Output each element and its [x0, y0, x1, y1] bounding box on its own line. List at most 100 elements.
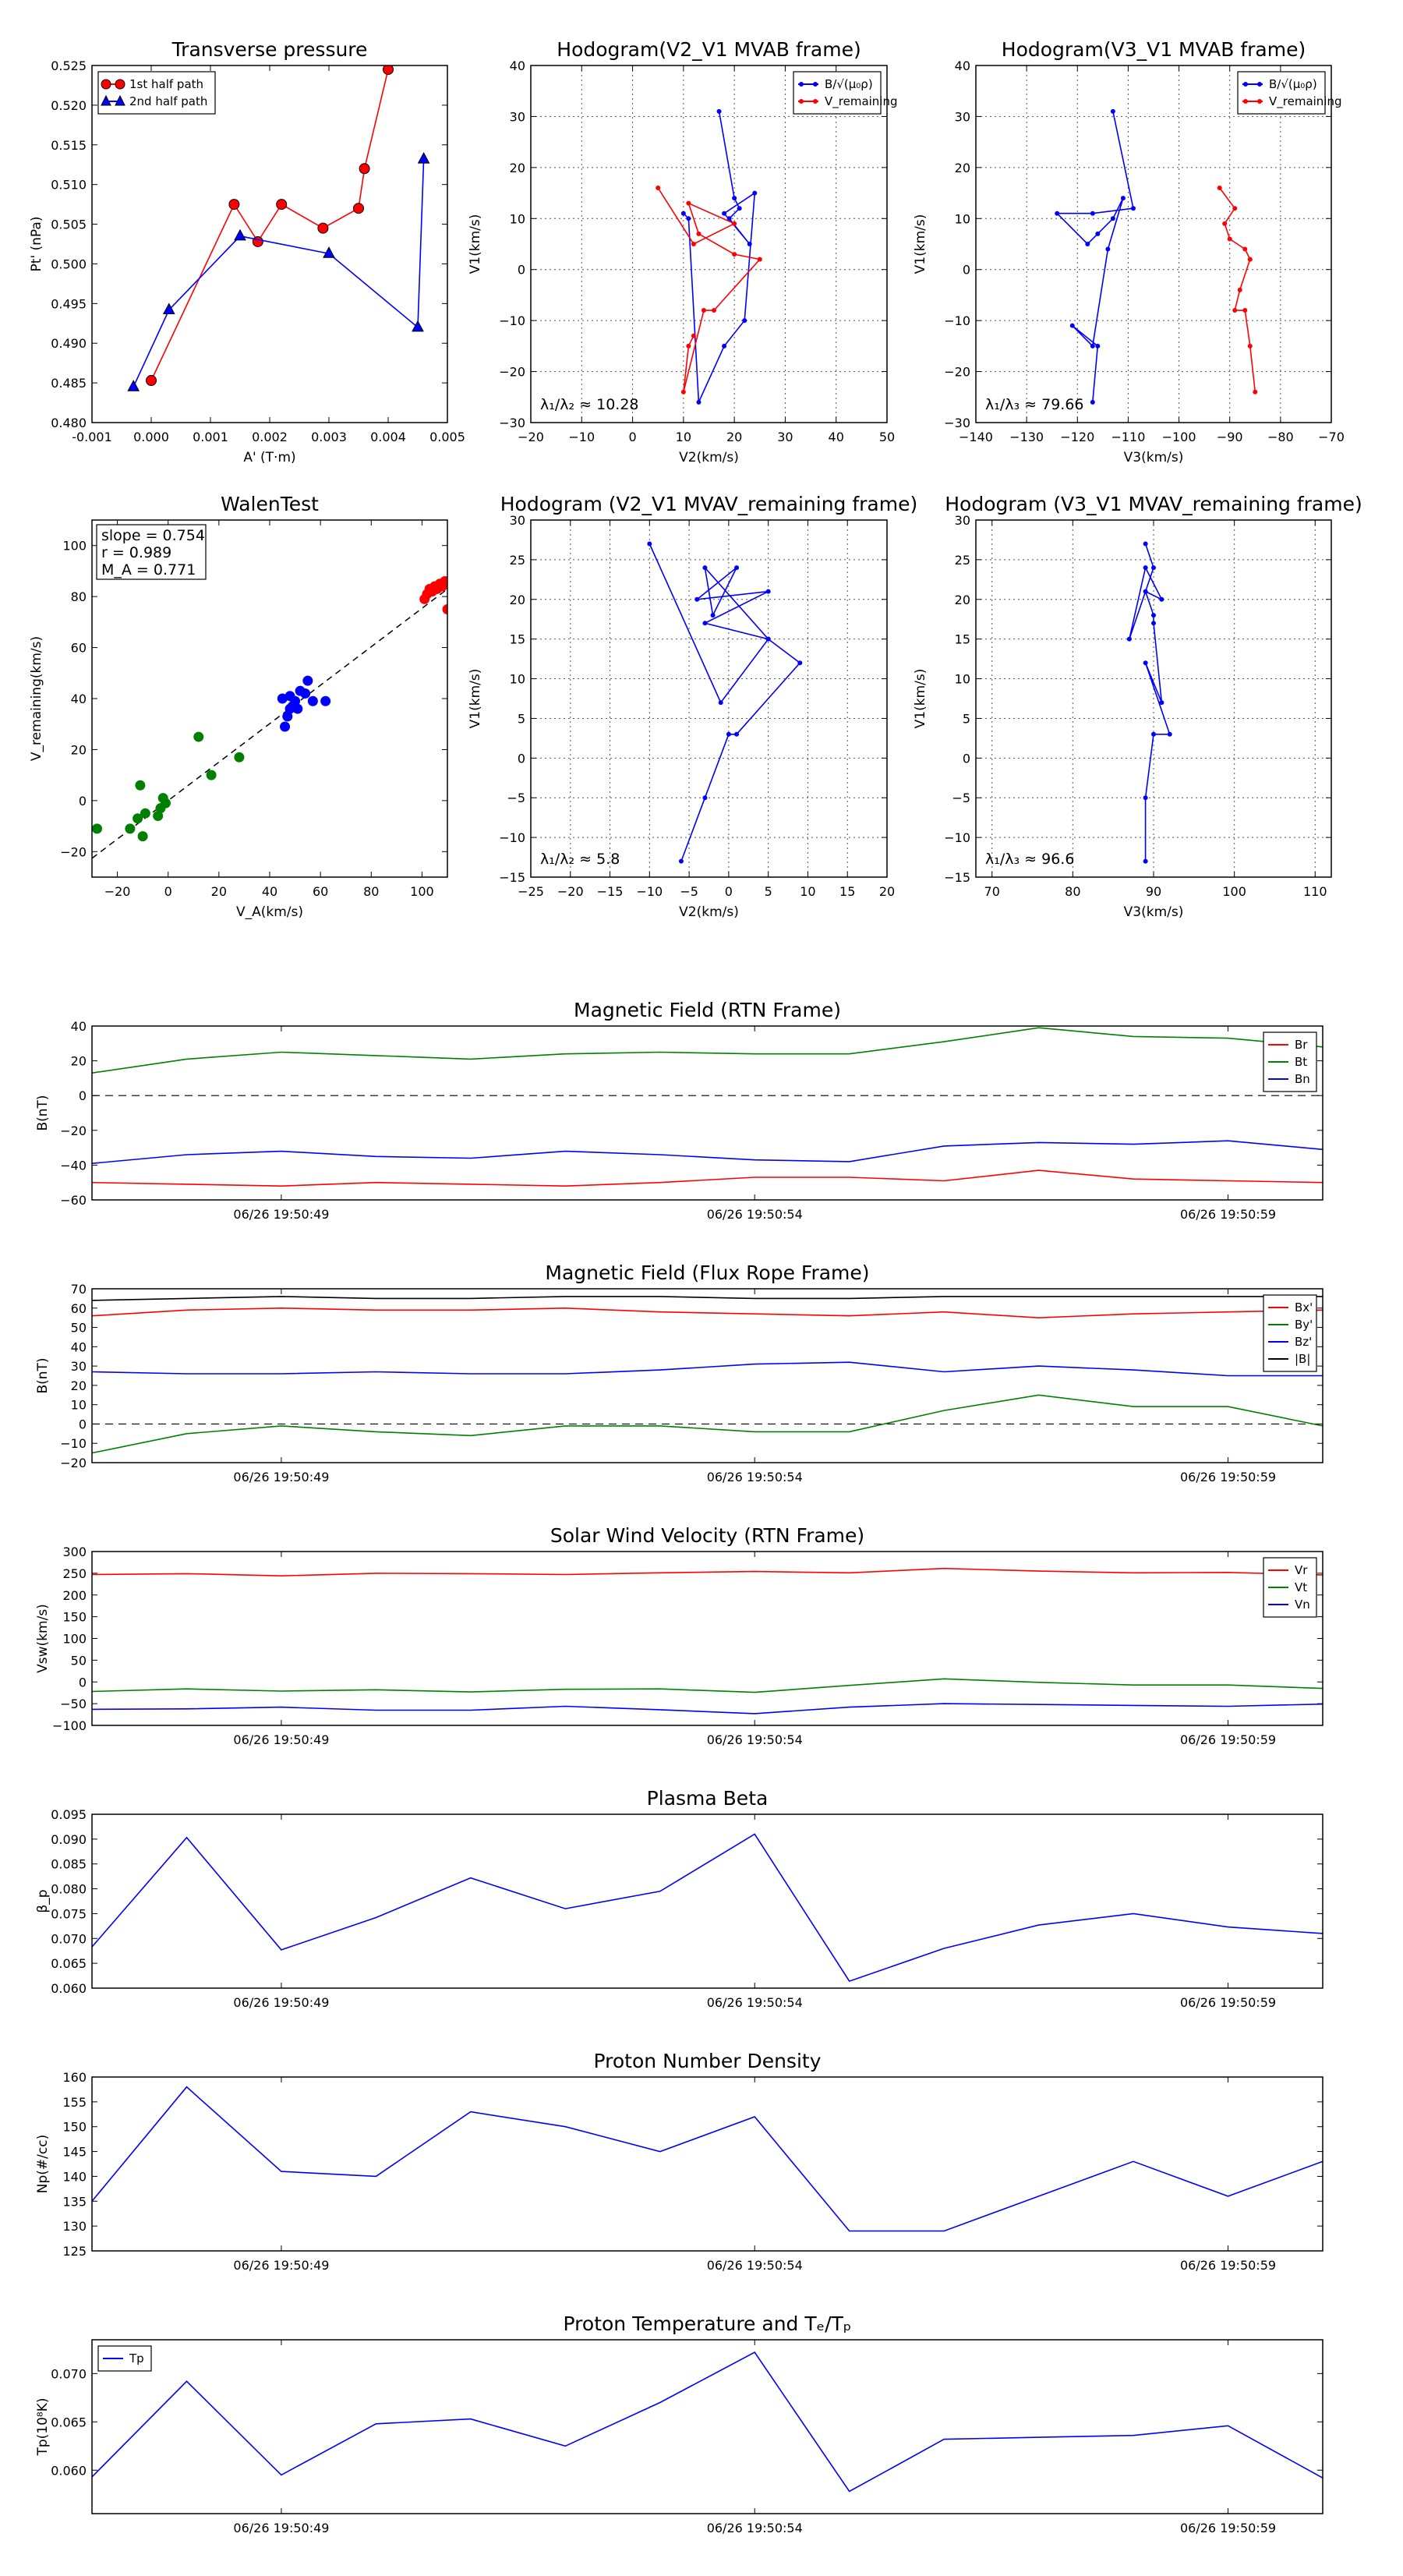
- chart-title: Magnetic Field (Flux Rope Frame): [545, 1261, 869, 1284]
- data-point: [1095, 231, 1101, 236]
- data-point: [686, 343, 691, 349]
- data-point: [323, 246, 335, 258]
- legend-label: B/√(μ₀ρ): [825, 77, 873, 91]
- x-tick-label: 0.005: [429, 430, 465, 444]
- data-point: [732, 196, 737, 201]
- plot-area: [656, 108, 762, 405]
- time-tick-label: 06/26 19:50:59: [1180, 1470, 1276, 1484]
- data-point: [732, 252, 737, 257]
- axes-frame: [91, 65, 448, 423]
- axes-frame: [91, 2339, 1323, 2514]
- y-tick-label: −5: [952, 791, 970, 805]
- data-point: [1247, 257, 1253, 262]
- axes-frame: [975, 519, 1332, 878]
- y-tick-label: 20: [71, 742, 87, 757]
- y-tick-label: 150: [62, 2120, 87, 2135]
- y-tick-label: −30: [944, 416, 970, 430]
- legend-marker: [115, 79, 125, 90]
- legend-label: Bx': [1295, 1300, 1313, 1315]
- x-tick-label: −120: [1060, 430, 1094, 444]
- axes-frame: [91, 1551, 1323, 1726]
- chart-title: Plasma Beta: [647, 1787, 769, 1810]
- y-tick-label: 0.080: [51, 1882, 87, 1897]
- y-tick-label: 10: [71, 1398, 87, 1413]
- y-tick-label: 30: [955, 109, 970, 124]
- data-point: [1110, 108, 1115, 114]
- y-tick-label: 100: [62, 539, 87, 554]
- y-axis-label: B(nT): [35, 1357, 51, 1393]
- y-tick-label: 80: [71, 589, 87, 604]
- data-point: [1242, 246, 1248, 252]
- data-point: [701, 308, 706, 313]
- data-point: [752, 190, 758, 196]
- x-tick-label: 20: [211, 884, 227, 899]
- data-point: [691, 333, 696, 338]
- data-point: [726, 731, 731, 737]
- data-point: [1151, 613, 1156, 618]
- y-tick-label: 0.060: [51, 1981, 87, 1996]
- time-tick-label: 06/26 19:50:59: [1180, 2258, 1276, 2273]
- time-tick-label: 06/26 19:50:59: [1180, 1207, 1276, 1222]
- data-point: [1143, 589, 1148, 594]
- x-tick-label: 40: [262, 884, 277, 899]
- y-axis-label: V1(km/s): [468, 214, 483, 274]
- data-point: [1151, 621, 1156, 626]
- legend-marker: [799, 82, 804, 87]
- y-tick-label: 60: [71, 641, 87, 656]
- data-point: [686, 200, 691, 206]
- data-point: [1151, 565, 1156, 571]
- y-tick-label: 100: [62, 1632, 87, 1647]
- legend-label: Vt: [1295, 1580, 1307, 1594]
- y-tick-label: 70: [71, 1282, 87, 1297]
- data-point: [206, 770, 217, 780]
- plot-area: [92, 1567, 1323, 1714]
- data-point: [1090, 399, 1095, 405]
- x-tick-label: 80: [363, 884, 379, 899]
- chart-title: Transverse pressure: [171, 38, 368, 61]
- y-tick-label: 0.065: [51, 1956, 87, 1971]
- data-point: [417, 152, 430, 164]
- x-tick-label: 60: [313, 884, 328, 899]
- data-point: [1227, 236, 1232, 242]
- x-tick-label: 100: [410, 884, 434, 899]
- y-tick-label: 15: [510, 632, 525, 647]
- data-point: [127, 380, 140, 391]
- y-tick-label: 0.095: [51, 1807, 87, 1822]
- y-tick-label: 0: [518, 751, 525, 766]
- legend-label: Br: [1295, 1038, 1308, 1052]
- axes-frame: [91, 1813, 1323, 1989]
- y-tick-label: −20: [499, 365, 525, 380]
- plot-area: [92, 576, 447, 859]
- x-tick-label: 5: [765, 884, 772, 899]
- plot-area: [92, 2351, 1323, 2493]
- legend-label: V_remaining: [1269, 94, 1342, 109]
- y-tick-label: 10: [955, 211, 970, 226]
- x-tick-label: 50: [879, 430, 895, 444]
- data-point: [1143, 795, 1148, 801]
- x-tick-label: 0.000: [133, 430, 169, 444]
- axes-frame: [530, 65, 888, 423]
- data-point: [276, 199, 288, 211]
- chart-magnetic-field-rtn: Magnetic Field (RTN Frame) −60 −40 −20 0 20 40…: [35, 999, 1323, 1222]
- legend-marker: [101, 94, 111, 106]
- y-axis-label: Np(#/cc): [35, 2135, 51, 2193]
- y-tick-label: 145: [62, 2145, 87, 2160]
- legend-label: |B|: [1295, 1352, 1310, 1366]
- time-tick-label: 06/26 19:50:49: [233, 2521, 329, 2535]
- y-tick-label: −60: [60, 1193, 87, 1208]
- y-tick-label: 10: [510, 672, 525, 687]
- data-point: [135, 780, 146, 791]
- y-tick-label: 130: [62, 2219, 87, 2234]
- data-point: [193, 731, 204, 742]
- legend-label: Bn: [1295, 1072, 1310, 1086]
- legend-label: 1st half path: [129, 77, 203, 91]
- legend-label: By': [1295, 1318, 1313, 1332]
- series-line-density: [92, 2086, 1323, 2232]
- data-point: [737, 206, 742, 211]
- y-tick-label: 15: [955, 632, 970, 647]
- data-point: [694, 596, 700, 602]
- data-point: [92, 823, 103, 834]
- data-point: [1069, 323, 1075, 328]
